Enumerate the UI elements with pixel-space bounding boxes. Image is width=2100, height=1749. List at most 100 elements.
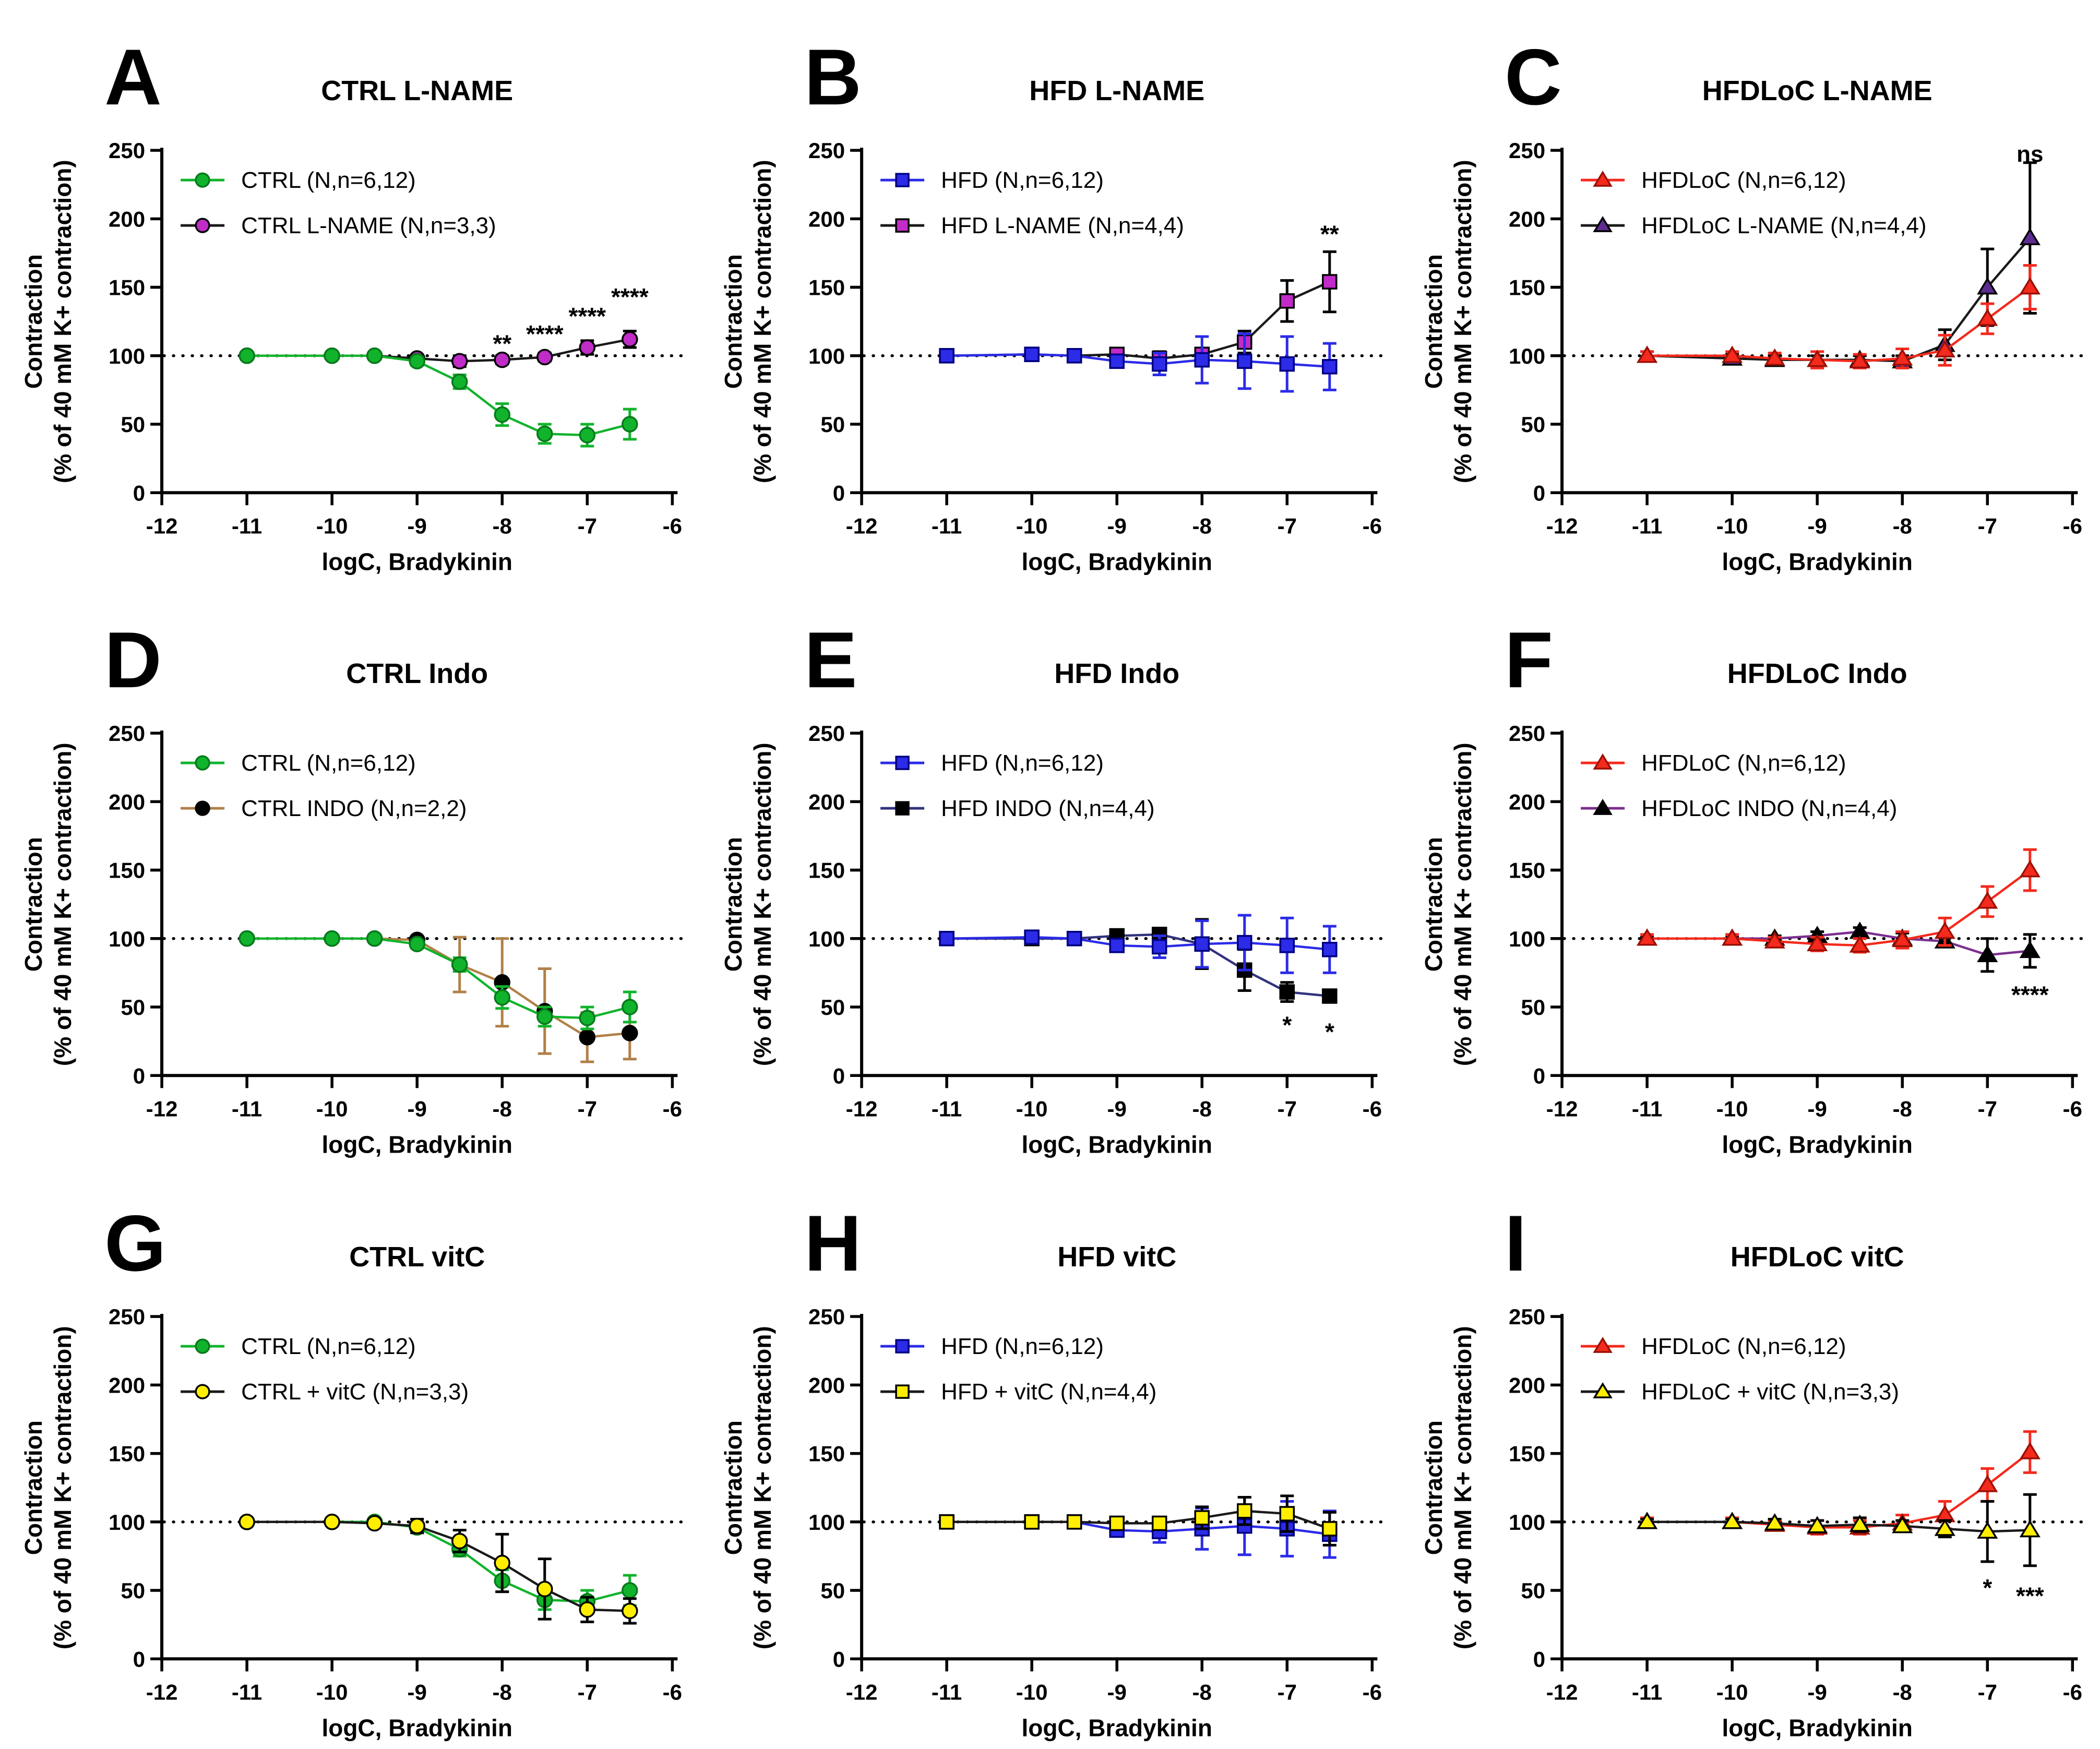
panel-title: HFDLoC vitC (1730, 1241, 1904, 1273)
x-tick-label: -10 (1716, 1680, 1748, 1704)
y-tick-label: 100 (808, 1510, 845, 1534)
legend-label: CTRL (N,n=6,12) (241, 1334, 416, 1359)
x-tick-label: -10 (316, 1680, 348, 1704)
x-tick-label: -12 (846, 1097, 878, 1121)
x-tick-label: -11 (232, 1680, 262, 1704)
y-tick-label: 0 (833, 1647, 845, 1671)
y-tick-label: 0 (1533, 481, 1545, 505)
significance-annotation: *** (2016, 1582, 2044, 1609)
circle-marker (366, 348, 383, 364)
circle-marker (622, 1602, 638, 1619)
triangle-marker (2019, 277, 2041, 295)
series-hfd-l-name-n-n-4-4- (939, 250, 1338, 367)
x-tick-label: -6 (2062, 513, 2082, 538)
panel-F: F HFDLoC Indo 0 50 100 150 200 250 -12 -11 -10 -9 -8… (1400, 583, 2100, 1166)
square-legend-marker (895, 218, 910, 233)
y-tick-label: 50 (1521, 1578, 1545, 1603)
legend-entry (181, 1384, 225, 1399)
y-axis-label-line1: Contraction (720, 254, 747, 389)
legend-label: HFD (N,n=6,12) (941, 750, 1104, 776)
series-line (247, 937, 630, 1020)
square-marker (1067, 348, 1082, 364)
series-line (1646, 1451, 2031, 1529)
significance-annotation: **** (526, 320, 564, 348)
y-tick-label: 50 (121, 995, 145, 1020)
circle-marker (324, 348, 340, 364)
significance-annotation: **** (568, 303, 606, 330)
square-marker (1237, 1503, 1252, 1519)
x-tick-label: -7 (578, 1097, 597, 1121)
legend-label: HFD L-NAME (N,n=4,4) (941, 213, 1184, 238)
circle-marker (536, 425, 553, 442)
x-tick-label: -6 (2062, 1680, 2082, 1704)
square-marker (1194, 936, 1210, 952)
panel-letter: I (1505, 1199, 1526, 1288)
panel-D-chart: D CTRL Indo 0 50 100 150 200 250 -12 -11 -10 -9 -8 -7… (20, 616, 685, 1158)
panel-title: CTRL L-NAME (321, 75, 513, 106)
triangle-marker (1849, 351, 1870, 369)
circle-marker (579, 1029, 596, 1046)
series-line (947, 281, 1331, 360)
y-tick-label: 250 (109, 138, 145, 163)
series-hfd-indo-n-n-4-4- (939, 918, 1338, 1004)
square-marker (1109, 353, 1125, 369)
panel-C: C HFDLoC L-NAME 0 50 100 150 200 250 -12 -11 -10 -9… (1400, 0, 2100, 583)
y-axis-label-line2: (% of 40 mM K+ contraction) (749, 1326, 776, 1649)
x-tick-label: -8 (1192, 1680, 1212, 1704)
panel-letter: G (104, 1199, 166, 1288)
circle-legend-marker (195, 800, 210, 817)
panel-title: HFD Indo (1055, 658, 1180, 689)
y-tick-label: 100 (808, 344, 845, 368)
circle-marker (579, 1601, 596, 1618)
triangle-marker (2019, 227, 2041, 245)
y-tick-label: 200 (1509, 790, 1545, 814)
circle-marker (238, 348, 255, 364)
x-tick-label: -12 (146, 1097, 178, 1121)
panel-D: D CTRL Indo 0 50 100 150 200 250 -12 -11 -10 -9 -8 -7… (0, 583, 700, 1166)
x-tick-label: -12 (146, 1680, 178, 1704)
legend-entry (181, 172, 225, 188)
panel-title: CTRL vitC (349, 1241, 485, 1273)
legend-label: HFDLoC (N,n=6,12) (1641, 750, 1846, 776)
legend-entry (1580, 216, 1625, 232)
circle-legend-marker (195, 218, 210, 233)
y-tick-label: 200 (808, 1373, 845, 1397)
y-tick-label: 150 (109, 275, 145, 300)
x-tick-label: -11 (932, 1680, 962, 1704)
legend-label: CTRL L-NAME (N,n=3,3) (241, 213, 496, 238)
circle-marker (622, 999, 638, 1016)
square-legend-marker (895, 1384, 910, 1399)
panel-E-chart: E HFD Indo 0 50 100 150 200 250 -12 -11 -10 -9 -8 -7 -… (720, 616, 1385, 1158)
square-legend-marker (895, 173, 910, 187)
triangle-marker (2019, 860, 2041, 878)
triangle-marker (2019, 1519, 2041, 1537)
circle-marker (494, 1554, 510, 1571)
x-tick-label: -8 (493, 1097, 512, 1121)
triangle-marker (1806, 1515, 1828, 1534)
y-tick-label: 50 (1521, 412, 1545, 437)
y-tick-label: 200 (1509, 207, 1545, 231)
panel-letter: B (804, 33, 862, 122)
y-tick-label: 150 (109, 1441, 145, 1466)
y-tick-label: 100 (808, 927, 845, 951)
significance-annotation: ns (2017, 141, 2043, 167)
y-axis-label-line1: Contraction (1420, 254, 1447, 389)
legend-entry (1580, 1382, 1625, 1398)
y-tick-label: 0 (833, 481, 845, 505)
square-marker (1237, 353, 1252, 369)
square-marker (1109, 1515, 1125, 1531)
y-tick-label: 250 (109, 1304, 145, 1329)
significance-annotation: * (1983, 1574, 1992, 1601)
x-tick-label: -8 (1192, 1097, 1212, 1121)
legend-label: CTRL (N,n=6,12) (241, 750, 416, 776)
triangle-marker (1764, 1513, 1785, 1530)
y-tick-label: 150 (808, 858, 845, 883)
circle-marker (536, 1008, 553, 1025)
y-tick-label: 50 (1521, 995, 1545, 1020)
legend-label: HFDLoC L-NAME (N,n=4,4) (1641, 213, 1926, 238)
series-hfdloc-vitc-n-n-3-3- (1636, 1493, 2041, 1567)
circle-marker (536, 1580, 553, 1597)
circle-marker (622, 331, 638, 348)
series-hfd-n-n-6-12- (939, 914, 1338, 975)
triangle-marker (1764, 348, 1785, 366)
